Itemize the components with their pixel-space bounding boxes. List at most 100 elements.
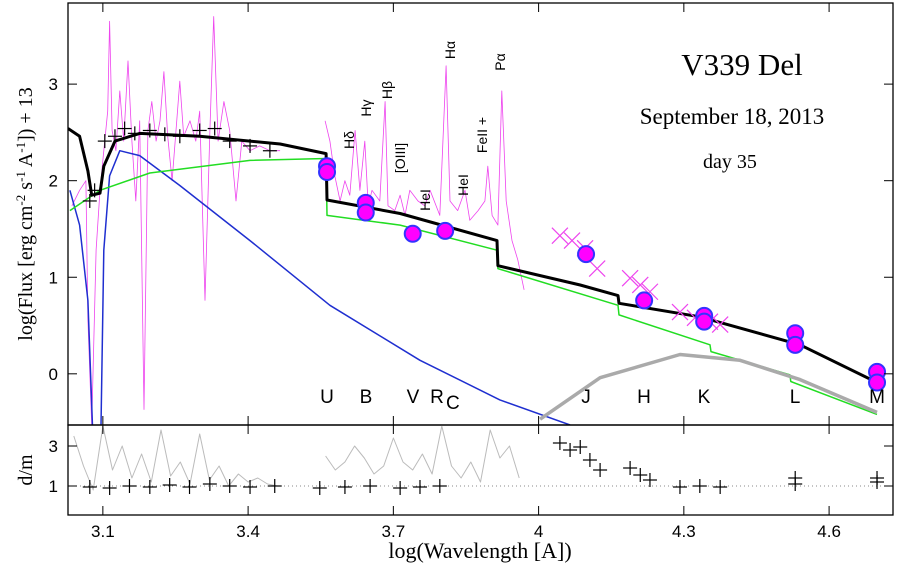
y-label-part: -1 bbox=[13, 171, 28, 182]
plus-marker bbox=[552, 436, 567, 450]
plus-marker bbox=[262, 143, 277, 158]
y-axis-label: d/m bbox=[15, 454, 37, 486]
plus-marker bbox=[192, 123, 207, 138]
photometry-point bbox=[786, 335, 805, 354]
plus-marker bbox=[202, 477, 217, 491]
series-line bbox=[69, 157, 878, 416]
y-label-part: s bbox=[15, 182, 37, 195]
chart-subtitle: September 18, 2013 bbox=[640, 104, 825, 129]
y-tick-label: 1 bbox=[49, 477, 58, 496]
y-tick-label: 1 bbox=[49, 268, 58, 287]
plus-marker bbox=[623, 461, 638, 475]
plus-marker bbox=[337, 480, 352, 494]
plus-marker bbox=[563, 443, 578, 457]
plot-area bbox=[68, 16, 887, 425]
plus-marker bbox=[82, 480, 97, 494]
plus-marker bbox=[633, 468, 648, 482]
line-label: Hδ bbox=[341, 131, 357, 149]
filter-label: L bbox=[790, 387, 801, 408]
y-tick-label: 3 bbox=[49, 437, 58, 456]
plus-marker bbox=[222, 134, 237, 149]
day-label: day 35 bbox=[703, 151, 757, 173]
y-tick-label: 2 bbox=[49, 172, 58, 191]
cross-marker bbox=[711, 316, 729, 333]
plus-marker bbox=[412, 480, 427, 494]
cross-marker bbox=[621, 269, 639, 287]
line-label: FeII + bbox=[474, 117, 490, 153]
plus-marker bbox=[432, 479, 447, 493]
chart-title: V339 Del bbox=[681, 47, 802, 82]
plus-marker bbox=[692, 479, 707, 493]
cross-marker bbox=[563, 232, 581, 249]
plus-marker bbox=[142, 123, 157, 138]
x-axis-label: log(Wavelength [A]) bbox=[388, 538, 571, 563]
filter-label: R bbox=[430, 387, 444, 408]
filter-label: V bbox=[407, 387, 420, 408]
cross-marker bbox=[631, 276, 649, 294]
plus-marker bbox=[267, 479, 282, 493]
plus-marker bbox=[393, 481, 408, 495]
photometry-point bbox=[403, 224, 422, 243]
plus-marker bbox=[97, 134, 112, 149]
photometry-point bbox=[356, 203, 375, 222]
plus-marker bbox=[243, 138, 258, 153]
line-label: Hβ bbox=[379, 81, 395, 99]
photometry-point bbox=[436, 221, 455, 240]
plus-marker bbox=[127, 126, 142, 141]
plus-marker bbox=[117, 121, 132, 136]
plus-marker bbox=[182, 480, 197, 494]
x-tick-label: 4 bbox=[534, 522, 543, 541]
y-label-part: log(Flux [erg cm bbox=[15, 205, 37, 341]
y-axis-label: log(Flux [erg cm-2 s-1 A-1]) + 13 bbox=[13, 87, 38, 340]
y-tick-label: 3 bbox=[49, 75, 58, 94]
plus-marker bbox=[222, 479, 237, 493]
line-label: HeI bbox=[455, 174, 471, 196]
plus-marker bbox=[142, 480, 157, 494]
plus-marker bbox=[172, 129, 187, 144]
x-tick-label: 4.3 bbox=[672, 522, 696, 541]
plus-marker bbox=[107, 129, 122, 144]
plus-marker bbox=[157, 127, 172, 142]
plus-marker bbox=[87, 183, 102, 198]
plus-marker bbox=[573, 440, 588, 454]
plus-marker bbox=[363, 479, 378, 493]
plus-marker bbox=[713, 480, 728, 494]
marker-stroke bbox=[563, 232, 581, 249]
plus-marker bbox=[243, 480, 258, 494]
plus-marker bbox=[642, 473, 657, 487]
plus-marker bbox=[102, 481, 117, 495]
line-label: HeI bbox=[417, 189, 433, 211]
x-tick-label: 3.1 bbox=[91, 522, 115, 541]
filter-label: J bbox=[581, 387, 591, 408]
plus-marker bbox=[672, 480, 687, 494]
plus-marker bbox=[788, 477, 803, 491]
series-line bbox=[71, 16, 281, 425]
line-label: Pα bbox=[492, 53, 508, 70]
x-tick-label: 3.4 bbox=[236, 522, 260, 541]
plus-marker bbox=[870, 475, 885, 489]
photometry-point bbox=[868, 373, 887, 392]
y-label-part: -2 bbox=[13, 195, 28, 206]
series-line bbox=[69, 149, 571, 425]
y-label-part: ]) + 13 bbox=[15, 87, 37, 142]
plus-marker bbox=[122, 479, 137, 493]
plot-frame bbox=[67, 424, 894, 516]
plus-marker bbox=[162, 478, 177, 492]
x-tick-label: 3.7 bbox=[382, 522, 406, 541]
series-line bbox=[324, 65, 525, 290]
cross-marker bbox=[588, 260, 606, 277]
photometry-point bbox=[577, 245, 596, 264]
y-label-part: -1 bbox=[13, 142, 28, 153]
filter-label: M bbox=[869, 387, 885, 408]
line-label: Hγ bbox=[358, 99, 374, 116]
marker-stroke bbox=[711, 316, 729, 333]
filter-label: B bbox=[360, 387, 373, 408]
line-label: Hα bbox=[442, 41, 458, 59]
marker-stroke bbox=[588, 260, 606, 277]
filter-label: U bbox=[320, 387, 334, 408]
filter-label: K bbox=[698, 387, 711, 408]
photometry-point bbox=[318, 162, 337, 181]
y-label-part: A bbox=[15, 152, 37, 171]
plus-marker bbox=[312, 481, 327, 495]
plus-marker bbox=[582, 453, 597, 467]
